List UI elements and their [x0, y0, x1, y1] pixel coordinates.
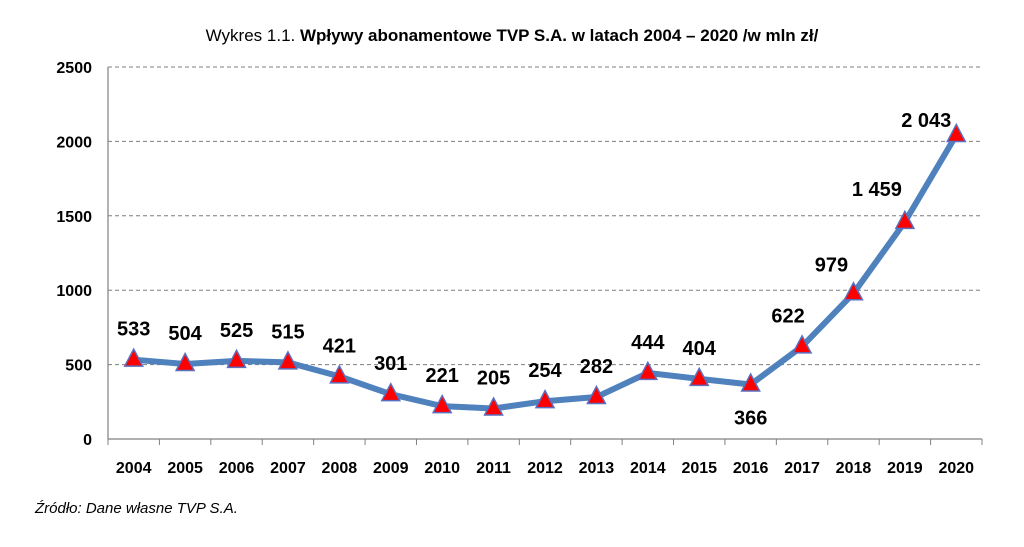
x-tick-label: 2006	[219, 460, 255, 477]
x-tick-label: 2018	[836, 460, 872, 477]
data-point-marker	[123, 347, 144, 367]
x-tick-label: 2016	[733, 460, 769, 477]
data-point-marker	[277, 350, 299, 370]
data-point-marker	[174, 351, 196, 372]
data-point-marker	[534, 389, 556, 409]
x-tick-label: 2013	[579, 460, 615, 477]
data-point-marker	[637, 360, 659, 381]
x-tick-label: 2020	[938, 460, 974, 477]
x-tick-label: 2019	[887, 460, 923, 477]
x-tick-label: 2015	[681, 460, 717, 477]
x-tick-label: 2007	[270, 460, 306, 477]
data-point-marker	[226, 348, 247, 369]
chart-title-main: Wpływy abonamentowe TVP S.A. w latach 20…	[299, 26, 819, 45]
data-label: 525	[220, 320, 253, 342]
data-label: 444	[631, 332, 665, 354]
data-point-marker	[688, 366, 710, 387]
data-label: 504	[168, 323, 202, 345]
data-point-marker	[791, 334, 813, 354]
data-label: 1 459	[852, 179, 902, 201]
y-tick-label: 2500	[56, 60, 92, 77]
y-tick-label: 1000	[56, 283, 92, 300]
data-label: 515	[271, 321, 304, 343]
y-tick-label: 500	[65, 358, 92, 375]
data-point-marker	[843, 281, 864, 301]
x-tick-label: 2004	[116, 460, 152, 477]
chart-title-prefix: Wykres 1.1.	[205, 26, 296, 45]
y-tick-label: 1500	[56, 209, 92, 226]
chart-title: Wykres 1.1. Wpływy abonamentowe TVP S.A.…	[0, 26, 1024, 46]
x-tick-label: 2012	[527, 460, 563, 477]
data-label: 533	[117, 319, 150, 341]
data-point-marker	[380, 382, 402, 402]
data-label: 2 043	[901, 110, 951, 132]
x-tick-label: 2011	[476, 460, 511, 477]
data-label: 205	[477, 367, 510, 389]
data-label: 254	[528, 360, 562, 382]
x-tick-label: 2009	[373, 460, 409, 477]
x-tick-label: 2014	[630, 460, 666, 477]
data-label: 221	[425, 365, 458, 387]
data-label: 282	[580, 356, 613, 378]
data-point-marker	[946, 122, 967, 143]
data-point-marker	[894, 209, 916, 230]
data-point-marker	[586, 384, 607, 405]
data-point-marker	[483, 396, 504, 416]
y-tick-label: 2000	[56, 134, 92, 151]
x-tick-label: 2005	[167, 460, 203, 477]
x-tick-label: 2017	[784, 460, 820, 477]
x-tick-label: 2010	[424, 460, 460, 477]
data-point-marker	[431, 393, 453, 414]
source-note: Źródło: Dane własne TVP S.A.	[35, 500, 238, 517]
data-label: 421	[323, 335, 356, 357]
y-tick-label: 0	[83, 432, 92, 449]
data-point-marker	[329, 364, 350, 384]
data-label: 301	[374, 353, 407, 375]
data-label: 404	[683, 338, 717, 360]
data-point-marker	[740, 372, 761, 392]
x-tick-label: 2008	[322, 460, 358, 477]
data-label: 366	[734, 408, 767, 430]
data-label: 622	[771, 305, 804, 327]
data-label: 979	[815, 254, 848, 276]
